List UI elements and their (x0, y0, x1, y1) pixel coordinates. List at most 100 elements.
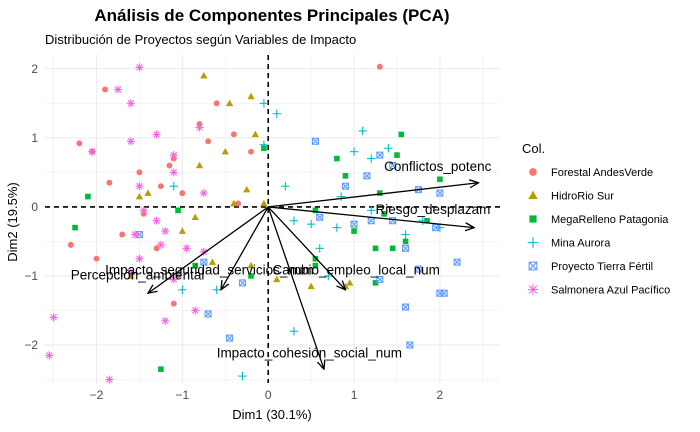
data-point (424, 217, 430, 224)
data-point (139, 206, 148, 215)
box-diag2 (239, 279, 246, 287)
data-point (221, 147, 229, 155)
data-point (170, 300, 177, 307)
square-mark (85, 193, 91, 200)
series-5 (45, 63, 208, 384)
circle-mark (205, 138, 212, 145)
ast-d2 (161, 317, 169, 325)
circle-mark (136, 169, 143, 176)
data-point (377, 190, 383, 196)
ast-d2 (196, 124, 203, 131)
data-point (135, 182, 144, 191)
circle-mark (93, 255, 100, 262)
data-point (161, 227, 170, 236)
ast-d2 (170, 169, 178, 176)
data-point (367, 154, 376, 163)
y-tick-label: 1 (31, 131, 38, 145)
data-point (102, 86, 109, 93)
variable-label: Impacto_cohesión_social_num (217, 345, 402, 360)
ast-d2 (140, 207, 148, 214)
triangle-mark (346, 279, 354, 286)
data-point (191, 306, 200, 315)
square-mark (372, 280, 379, 286)
legend-key (528, 190, 538, 200)
data-point (113, 85, 122, 94)
triangle-mark (307, 282, 315, 290)
square-mark (312, 255, 319, 262)
box-mark (363, 172, 371, 180)
data-point (367, 206, 376, 215)
box-mark (414, 265, 422, 273)
data-point (312, 262, 319, 269)
data-point (351, 228, 357, 234)
circle-mark (179, 190, 186, 197)
legend-title: Col. (522, 141, 545, 156)
box-diag2 (312, 137, 319, 145)
data-point (324, 271, 333, 281)
data-point (312, 255, 319, 262)
data-point (381, 211, 387, 217)
data-point (414, 265, 422, 273)
box-diag2 (350, 220, 358, 228)
data-point (195, 123, 204, 132)
box-diag2 (436, 289, 444, 297)
circle-mark (166, 162, 173, 169)
y-tick-label: −1 (24, 269, 38, 283)
ast-d2 (170, 151, 178, 159)
data-point (238, 371, 247, 381)
y-tick-label: 0 (31, 200, 38, 214)
data-point (384, 144, 393, 153)
data-point (76, 140, 83, 147)
triangle-mark (247, 261, 255, 269)
chart-title: Análisis de Componentes Principales (PCA… (94, 6, 449, 25)
variable-arrow (148, 206, 269, 293)
ast-d2 (136, 64, 143, 71)
triangle-mark (195, 161, 204, 169)
x-tick-label: 1 (351, 388, 358, 402)
data-point (178, 285, 187, 294)
ast-d2 (153, 217, 160, 225)
square-mark (529, 215, 537, 223)
box-mark (389, 217, 397, 225)
circle-mark (213, 100, 220, 107)
ast-d2 (136, 255, 143, 262)
data-point (363, 172, 371, 180)
circle-mark (153, 245, 160, 252)
data-point (106, 179, 113, 186)
data-point (350, 220, 358, 228)
variable-label: Impacto_seguridad_servicios_num (105, 263, 314, 278)
series-3 (169, 99, 445, 381)
ast-d2 (46, 352, 53, 359)
square-mark (398, 131, 405, 138)
data-point (260, 199, 268, 207)
legend-label: Proyecto Tierra Fértil (551, 261, 653, 273)
data-point (342, 173, 349, 179)
data-point (402, 244, 410, 252)
series-1 (127, 72, 354, 290)
data-point (169, 168, 178, 177)
square-mark (312, 207, 319, 214)
data-point (281, 182, 290, 191)
legend-key (529, 168, 537, 176)
data-point (161, 316, 170, 325)
square-mark (192, 262, 199, 269)
x-tick-label: 2 (437, 388, 444, 402)
box-diag2 (528, 261, 538, 271)
data-point (213, 100, 220, 107)
data-point (67, 241, 74, 248)
box-diag2 (376, 151, 384, 159)
ast-d2 (200, 248, 208, 256)
data-point (312, 207, 319, 214)
triangle-mark (273, 275, 281, 283)
data-point (332, 223, 342, 232)
variable-arrow (221, 206, 269, 290)
data-point (436, 289, 444, 297)
square-mark (424, 217, 430, 224)
data-point (88, 147, 97, 156)
box-diag2 (406, 341, 414, 349)
data-point (144, 189, 152, 196)
circle-mark (376, 63, 383, 70)
x-tick-label: −2 (90, 388, 104, 402)
box-mark (389, 161, 397, 170)
